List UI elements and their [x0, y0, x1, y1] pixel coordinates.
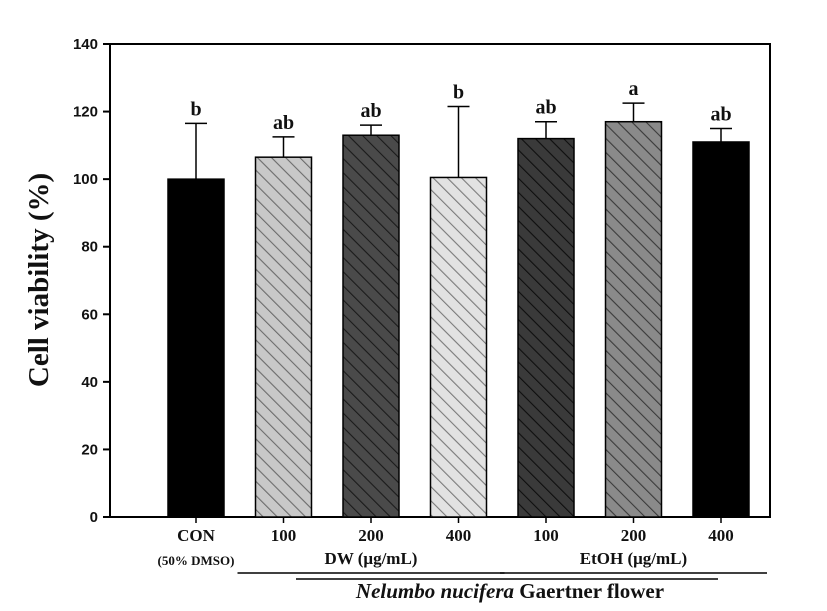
y-axis: 0 20 40 60 80 100 120 140	[73, 36, 110, 526]
footer-regular: Gaertner flower	[514, 579, 664, 603]
y-tick-label: 140	[73, 36, 98, 53]
y-axis-label: Cell viability (%)	[23, 173, 55, 387]
x-tick-label: 200	[621, 526, 647, 545]
y-tick-label: 120	[73, 104, 98, 121]
y-tick-label: 20	[81, 441, 98, 458]
y-tick-label: 40	[81, 374, 98, 391]
x-tick-label: 400	[708, 526, 734, 545]
y-tick-label: 100	[73, 171, 98, 188]
x-tick-label: 400	[446, 526, 472, 545]
bars: b ab ab b ab a ab	[167, 78, 750, 518]
bar-6	[604, 120, 663, 518]
footer-label: Nelumbo nucifera Gaertner flower	[355, 579, 664, 603]
group-label-1: DW (μg/mL)	[325, 549, 418, 568]
bar-2	[254, 156, 313, 518]
bar-1	[167, 178, 225, 518]
group-label-2: EtOH (μg/mL)	[580, 549, 687, 568]
x-tick-label: 200	[358, 526, 384, 545]
significance-label-5: ab	[535, 97, 556, 119]
control-sublabel: (50% DMSO)	[158, 553, 235, 568]
significance-label-6: a	[629, 78, 639, 100]
x-tick-label: 100	[533, 526, 559, 545]
significance-label-2: ab	[273, 112, 294, 134]
bar-5	[517, 137, 575, 518]
bar-4	[429, 176, 488, 518]
x-axis: CON 100 200 400 100 200 400 (50% DMSO) DW (μg/mL…	[158, 517, 767, 580]
bar-3	[342, 134, 400, 518]
significance-label-4: b	[453, 82, 464, 104]
significance-label-7: ab	[710, 103, 731, 125]
bar-7	[692, 141, 750, 518]
y-tick-label: 0	[90, 509, 98, 526]
significance-label-1: b	[190, 98, 201, 120]
x-tick-label: CON	[177, 526, 216, 545]
significance-label-3: ab	[360, 100, 381, 122]
footer-italic: Nelumbo nucifera	[355, 579, 514, 603]
y-tick-label: 80	[81, 239, 98, 256]
y-tick-label: 60	[81, 306, 98, 323]
x-tick-label: 100	[271, 526, 297, 545]
